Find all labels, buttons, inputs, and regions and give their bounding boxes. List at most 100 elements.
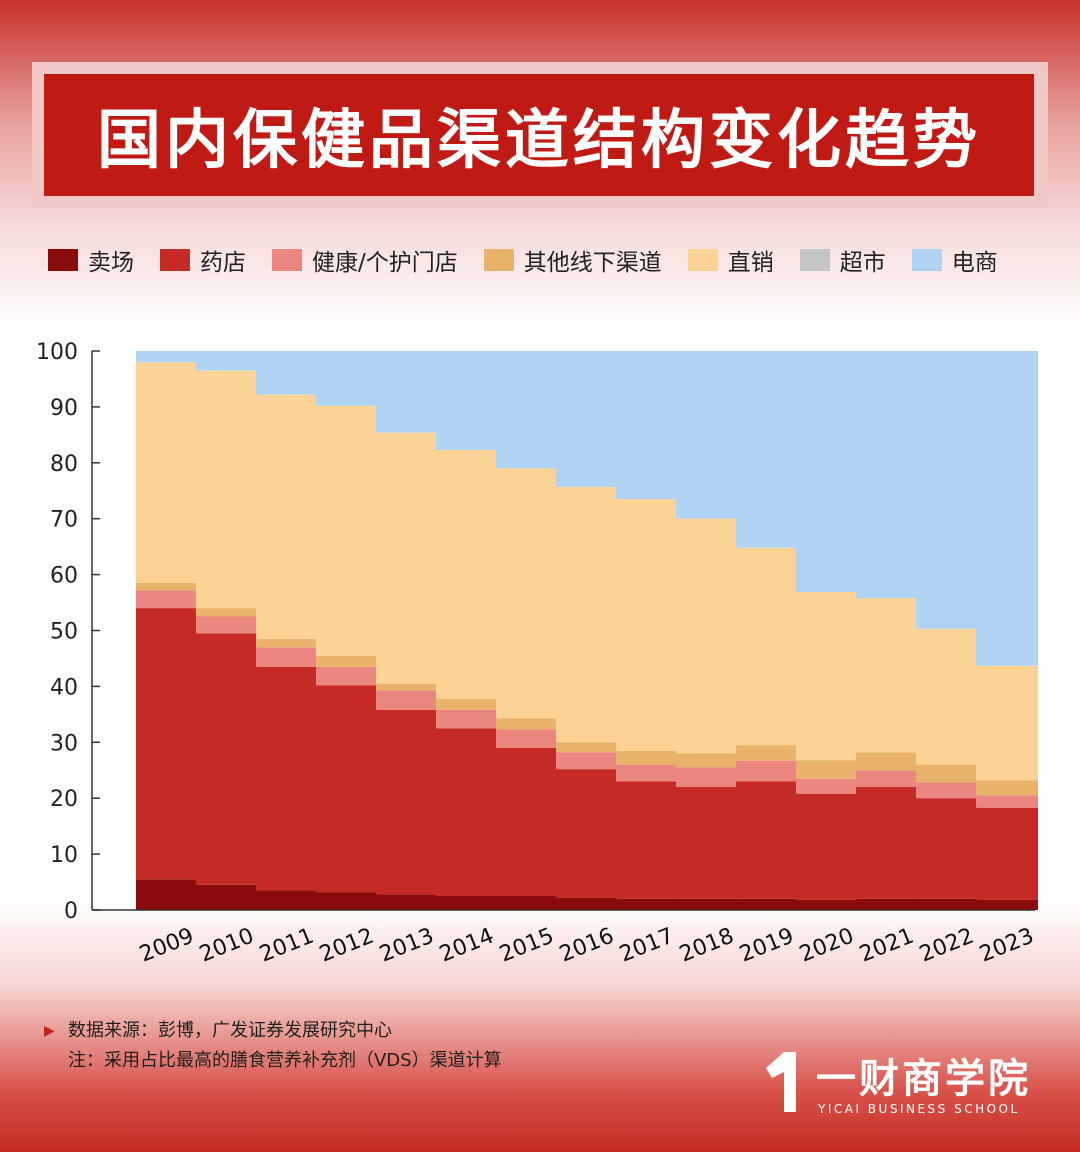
bar-segment [856, 598, 918, 753]
bar-segment [616, 750, 678, 765]
bar-segment [736, 898, 798, 910]
bar-segment [916, 898, 978, 910]
bar-segment [976, 351, 1038, 666]
y-tick-label: 80 [50, 452, 78, 477]
bar-segment [196, 608, 258, 617]
bar-segment [496, 468, 558, 719]
bar-segment [976, 807, 1038, 900]
bar-segment [676, 753, 738, 768]
bar-segment [976, 780, 1038, 796]
bar-segment [556, 897, 618, 910]
bar-segment [196, 633, 258, 885]
y-tick-label: 50 [50, 620, 78, 645]
legend-label: 健康/个护门店 [312, 250, 458, 276]
logo-name: 一财商学院 [816, 1056, 1031, 1102]
bar-segment [856, 787, 918, 899]
y-tick-label: 40 [50, 675, 78, 700]
bar-segment [436, 709, 498, 729]
footer-background [0, 900, 1080, 1152]
bar-segment [676, 898, 738, 910]
bar-segment [916, 764, 978, 783]
y-tick-label: 100 [36, 340, 78, 365]
bar-segment [136, 590, 198, 609]
x-tick-label: 2016 [556, 923, 617, 967]
bar-segment [136, 608, 198, 880]
bar-segment [616, 351, 678, 500]
legend-swatch [799, 249, 830, 271]
x-tick-label: 2020 [796, 923, 857, 967]
bar-segment [256, 394, 318, 639]
legend-swatch [911, 249, 942, 271]
triangle-bullet-icon: ▶ [44, 1023, 55, 1039]
bar-segment [856, 770, 918, 788]
x-tick-label: 2011 [256, 923, 317, 967]
legend-item: 其他线下渠道 [483, 243, 662, 277]
legend-item: 健康/个护门店 [272, 243, 458, 277]
legend-swatch [483, 249, 514, 271]
bar-segment [136, 582, 198, 591]
legend-swatch [48, 249, 78, 271]
bar-segment [796, 793, 858, 900]
bar-segment [556, 769, 618, 898]
logo-english: YICAI BUSINESS SCHOOL [818, 1102, 1020, 1116]
legend-label: 电商 [951, 250, 998, 276]
bar-segment [196, 616, 258, 634]
logo-mark-icon [766, 1052, 796, 1112]
legend-item: 卖场 [48, 243, 134, 277]
bar-segment [676, 787, 738, 899]
x-tick-label: 2015 [496, 923, 557, 967]
method-note: 注：采用占比最高的膳食营养补充剂（VDS）渠道计算 [68, 1050, 502, 1071]
x-tick-label: 2010 [196, 923, 257, 967]
bar-segment [496, 729, 558, 748]
bar-segment [556, 742, 618, 753]
bar-segment [436, 728, 498, 897]
bar-segment [976, 795, 1038, 808]
bar-segment [256, 351, 318, 395]
bar-segment [976, 665, 1038, 781]
bar-segment [736, 351, 798, 548]
bar-segment [256, 890, 318, 910]
legend-item: 直销 [687, 243, 774, 277]
x-tick-label: 2018 [676, 923, 737, 967]
bar-segment [916, 798, 978, 899]
x-tick-label: 2013 [376, 923, 437, 967]
x-tick-label: 2023 [976, 923, 1037, 967]
bar-segment [796, 778, 858, 794]
x-tick-label: 2019 [736, 923, 797, 967]
legend-swatch [687, 249, 718, 271]
bar-segment [256, 666, 318, 891]
bar-segment [916, 351, 978, 629]
bar-segment [376, 709, 438, 895]
x-tick-label: 2012 [316, 923, 377, 967]
bar-segment [856, 898, 918, 910]
bar-segment [616, 499, 678, 751]
bar-segment [496, 747, 558, 897]
bar-segment [556, 752, 618, 770]
bar-segment [316, 666, 378, 686]
legend-swatch [160, 249, 190, 271]
bar-segment [136, 879, 198, 910]
bar-segment [376, 894, 438, 910]
bar-segment [556, 486, 618, 743]
bar-segment [736, 781, 798, 899]
bar-segment [796, 899, 858, 910]
bar-segment [616, 764, 678, 782]
chart-notes: ▶ 数据来源：彭博，广发证券发展研究中心 注：采用占比最高的膳食营养补充剂（VD… [44, 1016, 744, 1076]
bar-segment [316, 892, 378, 910]
stacked-bar-chart: 0102030405060708090100200920102011201220… [36, 340, 1038, 968]
bar-segment [856, 752, 918, 771]
bar-segment [436, 698, 498, 710]
bar-segment [256, 638, 318, 648]
bar-segment [616, 781, 678, 899]
bar-segment [436, 351, 498, 450]
bar-segment [376, 683, 438, 691]
bar-segment [196, 370, 258, 609]
bar-segment [136, 362, 198, 583]
y-tick-label: 60 [50, 564, 78, 589]
bar-segment [496, 718, 558, 730]
bar-segment [796, 591, 858, 761]
bar-segment [316, 655, 378, 667]
y-tick-label: 20 [50, 787, 78, 812]
title-banner: 国内保健品渠道结构变化趋势 [44, 74, 1034, 196]
bar-segment [256, 647, 318, 667]
